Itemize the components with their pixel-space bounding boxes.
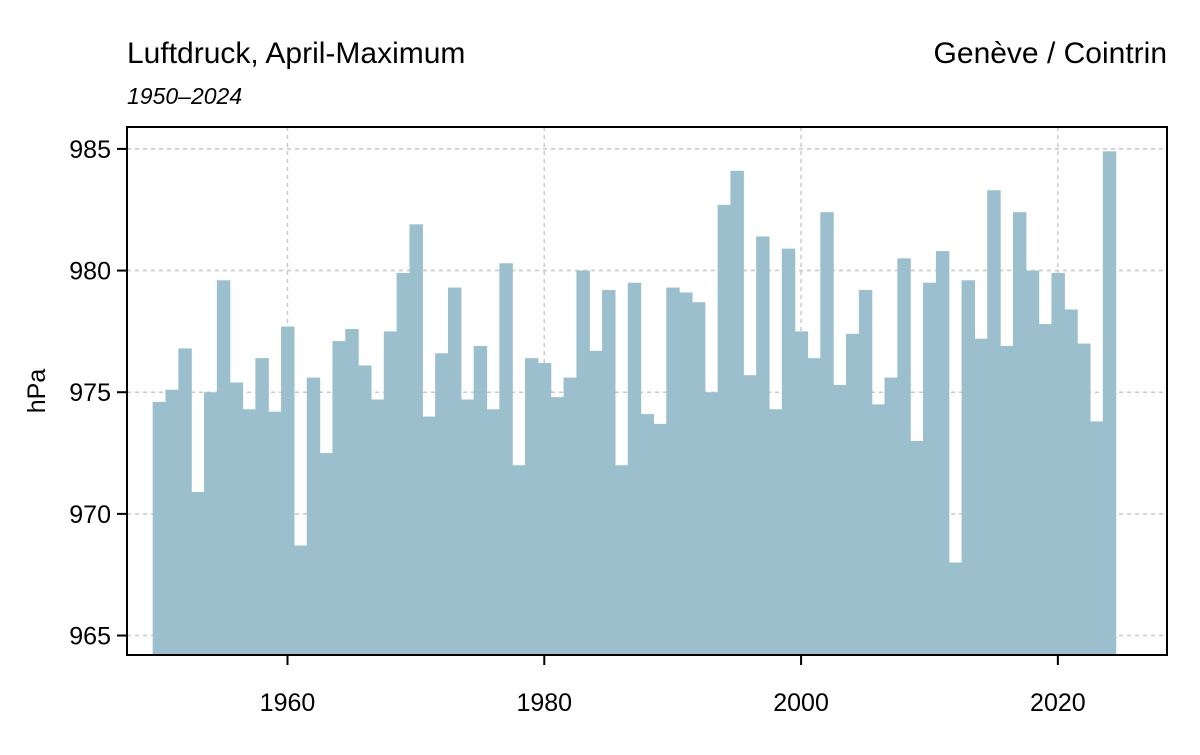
bar-2006 <box>871 404 886 655</box>
bar-2008 <box>897 258 911 655</box>
bar-1952 <box>178 348 192 655</box>
bar-2013 <box>961 280 976 655</box>
bar-2000 <box>794 331 809 655</box>
bar-1955 <box>216 280 231 655</box>
bar-1999 <box>781 248 796 655</box>
bar-2019 <box>1038 324 1053 655</box>
bar-1986 <box>614 465 629 655</box>
bar-2003 <box>833 384 847 655</box>
bar-1996 <box>743 375 757 655</box>
bar-1958 <box>255 358 269 655</box>
bar-1987 <box>627 282 642 655</box>
x-axis-ticks: 1960 1980 2000 2020 <box>260 655 1086 717</box>
bar-2007 <box>884 377 898 655</box>
chart-subtitle: 1950–2024 <box>127 83 242 109</box>
bar-1979 <box>525 358 539 655</box>
bar-1950 <box>152 401 167 655</box>
bar-2017 <box>1012 212 1027 655</box>
bar-2014 <box>974 338 988 655</box>
bar-1977 <box>499 263 513 655</box>
bar-1984 <box>589 350 603 655</box>
bar-2002 <box>820 212 834 655</box>
bar-2021 <box>1064 309 1078 655</box>
y-axis-label: hPa <box>23 369 51 414</box>
bar-1951 <box>165 389 179 655</box>
bar-1978 <box>512 465 526 655</box>
bar-1970 <box>409 224 423 655</box>
bar-1988 <box>640 414 655 655</box>
station-name: Genève / Cointrin <box>934 37 1167 70</box>
bar-1994 <box>717 204 732 655</box>
bar-1993 <box>704 392 719 655</box>
bar-1990 <box>666 287 680 655</box>
bar-1966 <box>358 365 372 655</box>
y-tick-label: 965 <box>69 623 111 651</box>
bar-1991 <box>679 292 693 655</box>
bar-1982 <box>563 377 577 655</box>
bar-1964 <box>332 341 346 655</box>
bar-1972 <box>435 353 449 655</box>
bar-2012 <box>948 562 963 655</box>
bar-1961 <box>293 545 308 655</box>
x-tick-label: 1960 <box>260 689 316 717</box>
bar-2018 <box>1025 270 1040 655</box>
bar-1967 <box>370 399 385 655</box>
plot-frame <box>126 126 1168 656</box>
bar-1962 <box>306 377 321 655</box>
bar-1971 <box>422 416 436 655</box>
bars <box>152 151 1117 656</box>
bar-1997 <box>756 236 770 655</box>
bar-2009 <box>910 440 924 655</box>
bar-1995 <box>730 170 744 655</box>
bar-1965 <box>345 328 359 655</box>
bar-2023 <box>1089 421 1104 655</box>
bar-1963 <box>319 453 334 655</box>
bar-1960 <box>281 326 295 655</box>
bar-1983 <box>576 270 590 655</box>
bar-1957 <box>242 409 256 655</box>
y-axis-ticks: 965 970 975 980 985 <box>69 136 127 651</box>
bar-2015 <box>987 190 1001 655</box>
bar-2022 <box>1077 343 1091 655</box>
bar-1998 <box>768 409 783 655</box>
bar-2001 <box>807 358 821 655</box>
bar-1989 <box>653 423 667 655</box>
bar-1959 <box>268 411 282 655</box>
bar-1981 <box>550 397 565 655</box>
bar-1985 <box>602 290 616 655</box>
x-tick-label: 2020 <box>1030 689 1086 717</box>
bar-2010 <box>923 282 937 655</box>
bar-2004 <box>846 333 860 655</box>
bar-2024 <box>1102 151 1117 656</box>
bar-1953 <box>191 491 205 655</box>
bar-1973 <box>447 287 462 655</box>
y-tick-label: 980 <box>69 258 111 286</box>
x-tick-label: 1980 <box>516 689 572 717</box>
bar-1968 <box>383 331 398 655</box>
bar-1974 <box>460 399 475 655</box>
bar-2016 <box>1000 345 1014 655</box>
y-tick-label: 985 <box>69 136 111 164</box>
y-tick-label: 970 <box>69 501 111 529</box>
bar-2011 <box>935 251 950 655</box>
bar-1975 <box>473 345 488 655</box>
y-tick-label: 975 <box>69 379 111 407</box>
bar-1976 <box>486 409 500 655</box>
bar-2005 <box>858 290 873 655</box>
x-tick-label: 2000 <box>773 689 829 717</box>
bar-1956 <box>229 382 244 655</box>
bar-2020 <box>1051 272 1065 655</box>
bar-1969 <box>396 272 411 655</box>
bar-1980 <box>537 363 552 655</box>
bar-1954 <box>204 392 218 655</box>
chart-title: Luftdruck, April-Maximum <box>127 37 465 70</box>
bar-1992 <box>691 302 706 655</box>
